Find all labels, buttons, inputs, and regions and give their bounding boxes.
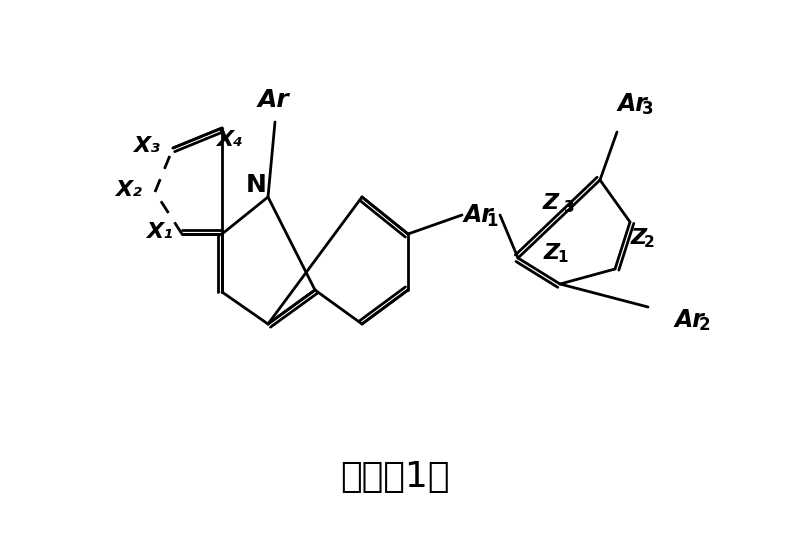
Text: Z: Z: [544, 243, 560, 263]
Text: Z: Z: [630, 227, 647, 247]
Text: 2: 2: [699, 316, 711, 334]
Text: Ar: Ar: [257, 88, 289, 112]
Text: X₁: X₁: [147, 222, 174, 242]
Text: Ar: Ar: [675, 308, 705, 332]
Text: N: N: [246, 173, 266, 197]
Text: 1: 1: [486, 212, 498, 230]
Text: Z: Z: [543, 193, 559, 213]
Text: Ar: Ar: [618, 92, 648, 116]
Text: 3: 3: [564, 200, 574, 215]
Text: 1: 1: [557, 251, 567, 266]
Text: X₃: X₃: [134, 136, 160, 156]
Text: X₄: X₄: [216, 130, 243, 150]
Text: X₂: X₂: [115, 180, 142, 200]
Text: 3: 3: [642, 100, 653, 118]
Text: 2: 2: [644, 235, 654, 250]
Text: Ar: Ar: [464, 203, 494, 227]
Text: 通式（1）: 通式（1）: [340, 460, 450, 494]
